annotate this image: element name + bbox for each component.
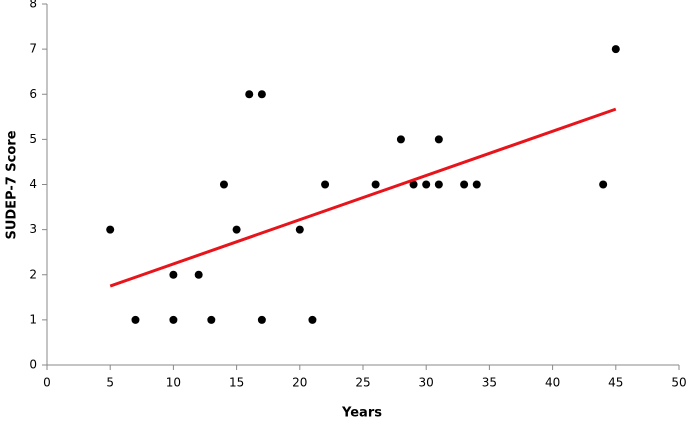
point	[219, 180, 228, 189]
x-tick-label: 45	[608, 376, 623, 390]
y-tick-label: 3	[29, 222, 37, 236]
point	[321, 180, 330, 189]
x-axis-label: Years	[341, 406, 382, 421]
point	[295, 225, 304, 234]
x-tick-label: 20	[292, 376, 307, 390]
trend-line	[109, 107, 617, 288]
point	[371, 180, 380, 189]
point	[257, 90, 266, 99]
x-tick-label: 0	[43, 376, 51, 390]
point	[422, 180, 431, 189]
y-tick-label: 5	[29, 132, 37, 146]
x-tick-label: 50	[671, 376, 686, 390]
point	[434, 135, 443, 144]
point	[194, 270, 203, 279]
point	[169, 315, 178, 324]
y-tick-label: 0	[29, 358, 37, 372]
point	[396, 135, 405, 144]
x-tick-label: 5	[106, 376, 114, 390]
point	[169, 270, 178, 279]
point	[434, 180, 443, 189]
point	[106, 225, 115, 234]
y-tick-label: 4	[29, 177, 37, 191]
point	[131, 315, 140, 324]
point	[232, 225, 241, 234]
point	[245, 90, 254, 99]
y-axis-label: SUDEP-7 Score	[5, 130, 20, 239]
y-tick-label: 2	[29, 267, 37, 281]
x-tick-label: 10	[166, 376, 181, 390]
point	[472, 180, 481, 189]
point	[460, 180, 469, 189]
x-tick-label: 35	[482, 376, 497, 390]
point	[207, 315, 216, 324]
point	[409, 180, 418, 189]
x-tick-label: 15	[229, 376, 244, 390]
point	[611, 45, 620, 54]
point	[257, 315, 266, 324]
y-tick-label: 1	[29, 312, 37, 326]
x-tick-label: 30	[419, 376, 434, 390]
x-tick-label: 40	[545, 376, 560, 390]
point	[308, 315, 317, 324]
y-tick-label: 8	[29, 0, 37, 11]
point	[599, 180, 608, 189]
y-tick-label: 6	[29, 87, 37, 101]
y-tick-label: 7	[29, 42, 37, 56]
x-tick-label: 25	[355, 376, 370, 390]
